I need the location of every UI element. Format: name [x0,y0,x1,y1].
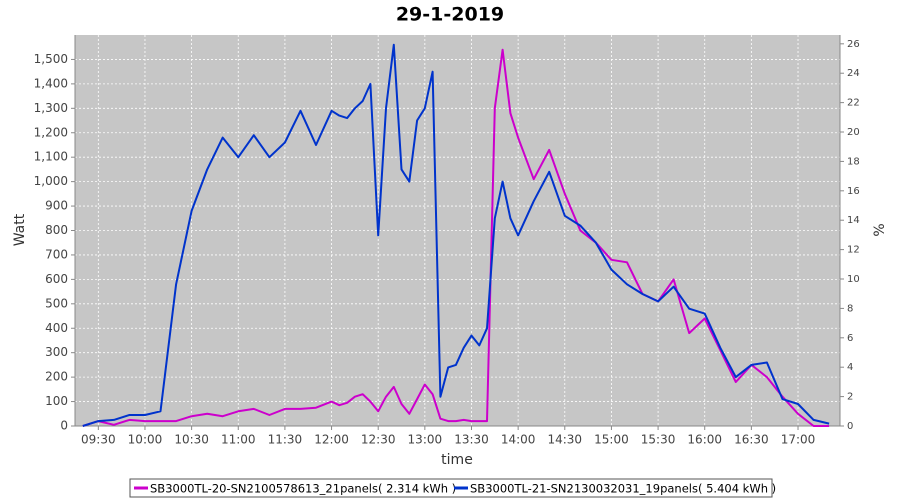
y-tick-label: 300 [45,345,68,359]
x-tick-label: 11:30 [268,433,303,447]
series-line [82,43,830,427]
y2-axis-label: % [872,223,888,236]
y-tick-label: 1,100 [34,150,68,164]
x-tick-label: 16:00 [687,433,722,447]
x-tick-label: 11:00 [221,433,256,447]
y2-tick-label: 4 [847,362,853,373]
y2-tick-label: 22 [847,98,860,109]
y2-tick-label: 6 [847,333,853,344]
y-tick-label: 400 [45,321,68,335]
x-tick-label: 16:30 [734,433,769,447]
x-tick-label: 13:00 [408,433,443,447]
y-tick-label: 600 [45,272,68,286]
series-line [82,48,830,427]
y2-tick-label: 0 [847,421,853,432]
y2-tick-label: 2 [847,392,853,403]
x-tick-label: 17:00 [781,433,816,447]
y-tick-label: 1,400 [34,76,68,90]
y2-tick-label: 16 [847,186,860,197]
y-tick-label: 900 [45,199,68,213]
y2-tick-label: 26 [847,39,860,50]
legend [129,478,773,498]
x-axis-label: time [441,452,473,468]
y2-tick-label: 10 [847,274,860,285]
legend-label: SB3000TL-21-SN2130032031_19panels( 5.404… [470,482,776,496]
x-tick-label: 12:30 [361,433,396,447]
x-tick-label: 10:00 [128,433,163,447]
y2-tick-label: 12 [847,245,860,256]
y-tick-label: 700 [45,247,68,261]
x-tick-label: 13:30 [454,433,489,447]
y2-tick-label: 24 [847,68,860,79]
x-tick-label: 15:00 [594,433,629,447]
y-tick-label: 100 [45,394,68,408]
y-tick-label: 1,300 [34,101,68,115]
x-tick-label: 14:00 [501,433,536,447]
x-tick-label: 09:30 [81,433,116,447]
y2-tick-label: 14 [847,215,860,226]
legend-label: SB3000TL-20-SN2100578613_21panels( 2.314… [150,482,456,496]
y-tick-label: 1,500 [34,52,68,66]
x-tick-label: 15:30 [641,433,676,447]
y-tick-label: 1,200 [34,125,68,139]
y-tick-label: 0 [60,419,68,433]
y2-tick-label: 8 [847,303,853,314]
x-tick-label: 14:30 [547,433,582,447]
plot-area [75,35,840,426]
x-tick-label: 10:30 [174,433,209,447]
y-tick-label: 1,000 [34,174,68,188]
y2-tick-label: 20 [847,127,860,138]
y-tick-label: 800 [45,223,68,237]
y-tick-label: 500 [45,296,68,310]
y2-tick-label: 18 [847,156,860,167]
y-axis-label: Watt [12,213,28,246]
y-tick-label: 200 [45,370,68,384]
chart-title: 29-1-2019 [396,4,504,26]
x-tick-label: 12:00 [314,433,349,447]
